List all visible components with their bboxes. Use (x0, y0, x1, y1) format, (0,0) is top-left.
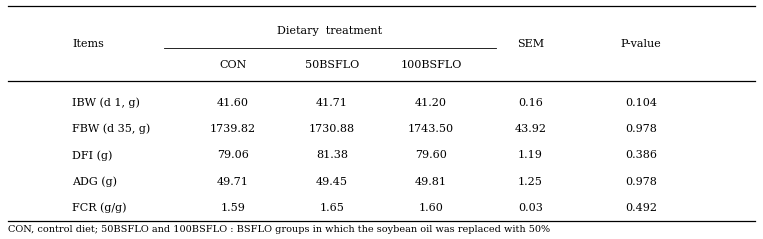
Text: 81.38: 81.38 (316, 150, 348, 160)
Text: 1743.50: 1743.50 (408, 124, 454, 134)
Text: 1.59: 1.59 (221, 203, 245, 213)
Text: 0.492: 0.492 (625, 203, 657, 213)
Text: SEM: SEM (517, 39, 544, 49)
Text: DFI (g): DFI (g) (72, 150, 113, 161)
Text: 0.16: 0.16 (518, 98, 542, 108)
Text: 1.19: 1.19 (518, 150, 542, 160)
Text: ADG (g): ADG (g) (72, 176, 118, 187)
Text: Dietary  treatment: Dietary treatment (278, 26, 382, 36)
Text: 1.25: 1.25 (518, 177, 542, 187)
Text: 41.20: 41.20 (415, 98, 447, 108)
Text: 41.71: 41.71 (316, 98, 348, 108)
Text: 41.60: 41.60 (217, 98, 249, 108)
Text: 43.92: 43.92 (514, 124, 546, 134)
Text: Items: Items (72, 39, 105, 49)
Text: FBW (d 35, g): FBW (d 35, g) (72, 124, 151, 134)
Text: IBW (d 1, g): IBW (d 1, g) (72, 98, 140, 108)
Text: P-value: P-value (620, 39, 662, 49)
Text: 1730.88: 1730.88 (309, 124, 355, 134)
Text: 0.104: 0.104 (625, 98, 657, 108)
Text: 49.71: 49.71 (217, 177, 249, 187)
Text: 100BSFLO: 100BSFLO (401, 60, 462, 70)
Text: 1.60: 1.60 (419, 203, 443, 213)
Text: 0.03: 0.03 (518, 203, 542, 213)
Text: CON, control diet; 50BSFLO and 100BSFLO : BSFLO groups in which the soybean oil : CON, control diet; 50BSFLO and 100BSFLO … (8, 225, 550, 234)
Text: 0.386: 0.386 (625, 150, 657, 160)
Text: 0.978: 0.978 (625, 124, 657, 134)
Text: CON: CON (219, 60, 246, 70)
Text: 50BSFLO: 50BSFLO (304, 60, 359, 70)
Text: 79.60: 79.60 (415, 150, 447, 160)
Text: 0.978: 0.978 (625, 177, 657, 187)
Text: FCR (g/g): FCR (g/g) (72, 203, 127, 213)
Text: 1.65: 1.65 (320, 203, 344, 213)
Text: 49.45: 49.45 (316, 177, 348, 187)
Text: 1739.82: 1739.82 (210, 124, 256, 134)
Text: 79.06: 79.06 (217, 150, 249, 160)
Text: 49.81: 49.81 (415, 177, 447, 187)
